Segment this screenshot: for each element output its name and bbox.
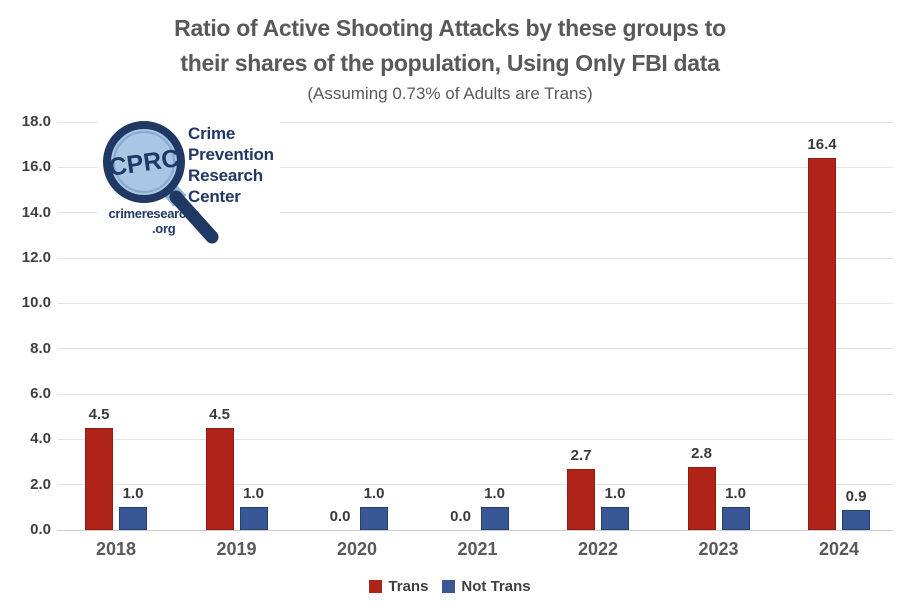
x-axis-label-2020: 2020: [336, 539, 378, 559]
value-label-trans-2023: 2.8: [691, 444, 712, 462]
legend-item-not-trans: Not Trans: [442, 578, 531, 595]
gridline-12.0: [57, 257, 893, 259]
y-axis-label: 2.0: [30, 475, 51, 493]
y-axis-label: 14.0: [21, 203, 51, 221]
cprc-logo: CPRC Crime Prevention Research Center crime…: [98, 112, 280, 244]
legend-label: Not Trans: [461, 578, 531, 595]
y-axis-label: 10.0: [21, 294, 51, 312]
gridline-18.0: [57, 121, 893, 123]
x-axis-label-2024: 2024: [818, 539, 860, 559]
logo-org-name-line: Prevention: [188, 145, 274, 164]
gridline-6.0: [57, 393, 893, 395]
gridline-2.0: [57, 484, 893, 486]
logo-org-name-line: Center: [188, 187, 241, 206]
y-axis-label: 6.0: [30, 385, 51, 402]
bar-trans-2024: [808, 158, 836, 530]
bar-not-trans-2021: [480, 507, 509, 530]
bar-not-trans-2020: [360, 507, 388, 530]
gridline-0.0: [57, 529, 893, 531]
logo-org-name: Crime Prevention Research Center: [188, 123, 274, 207]
gridline-16.0: [57, 166, 893, 168]
y-axis-label: 0.0: [30, 521, 51, 538]
gridline-14.0: [57, 212, 893, 214]
logo-org-name-line: Research: [188, 166, 263, 185]
value-label-not-trans-2020: 1.0: [363, 485, 385, 503]
legend-label: Trans: [388, 578, 429, 595]
bar-not-trans-2022: [601, 507, 629, 530]
value-label-trans-2018: 4.5: [88, 406, 110, 423]
y-axis-label: 12.0: [21, 249, 51, 266]
value-label-trans-2021: 0.0: [450, 508, 471, 525]
value-label-trans-2020: 0.0: [329, 508, 351, 525]
bar-not-trans-2018: [119, 507, 147, 530]
gridline-10.0: [57, 302, 893, 304]
legend-swatch-icon: [442, 580, 456, 593]
x-axis-label-2023: 2023: [698, 539, 739, 559]
y-axis-label: 18.0: [21, 113, 51, 130]
bar-trans-2023: [687, 466, 716, 530]
logo-website: crimeresearch .org: [98, 206, 204, 236]
logo-org-name-line: Crime: [188, 124, 236, 143]
value-label-not-trans-2019: 1.0: [243, 485, 264, 503]
value-label-trans-2024: 16.4: [807, 136, 837, 154]
y-axis-label: 8.0: [30, 339, 51, 357]
x-axis-label-2021: 2021: [457, 539, 498, 559]
x-axis-label-2018: 2018: [95, 539, 137, 559]
y-axis-label: 16.0: [21, 158, 51, 176]
value-label-not-trans-2024: 0.9: [845, 487, 867, 505]
chart-title-line1: Ratio of Active Shooting Attacks by thes…: [174, 15, 726, 41]
y-axis-label: 4.0: [30, 430, 51, 448]
logo-website-line2: .org: [152, 221, 176, 236]
gridline-4.0: [57, 438, 893, 440]
x-axis-label-2022: 2022: [577, 539, 619, 559]
value-label-not-trans-2023: 1.0: [725, 485, 746, 503]
logo-website-line1: crimeresearch: [108, 206, 194, 221]
chart-title: Ratio of Active Shooting Attacks by thes…: [0, 11, 900, 81]
magnifying-glass-icon: CPRC: [103, 121, 219, 244]
bar-trans-2022: [567, 468, 595, 530]
chart-subtitle: (Assuming 0.73% of Adults are Trans): [307, 84, 593, 103]
legend-item-trans: Trans: [369, 578, 428, 595]
plot-area: 0.0 2.0 4.0 6.0 8.0 10.0 12.0 14.0 16.0 18.0 4.5 1.…: [22, 113, 893, 559]
bar-not-trans-2019: [239, 507, 268, 530]
x-axis-label-2019: 2019: [216, 539, 257, 559]
gridline-8.0: [57, 348, 893, 350]
bar-not-trans-2024: [842, 509, 870, 530]
bar-trans-2019: [205, 428, 234, 530]
bar-not-trans-2023: [721, 507, 750, 530]
legend-swatch-icon: [369, 580, 383, 593]
value-label-not-trans-2022: 1.0: [604, 485, 626, 503]
value-label-not-trans-2021: 1.0: [484, 485, 505, 503]
value-label-trans-2019: 4.5: [209, 406, 230, 423]
value-label-not-trans-2018: 1.0: [122, 485, 144, 503]
chart-title-line2: their shares of the population, Using On…: [180, 50, 720, 76]
bar-trans-2018: [85, 428, 113, 530]
chart-legend: Trans Not Trans: [0, 578, 900, 595]
value-label-trans-2022: 2.7: [570, 446, 592, 464]
